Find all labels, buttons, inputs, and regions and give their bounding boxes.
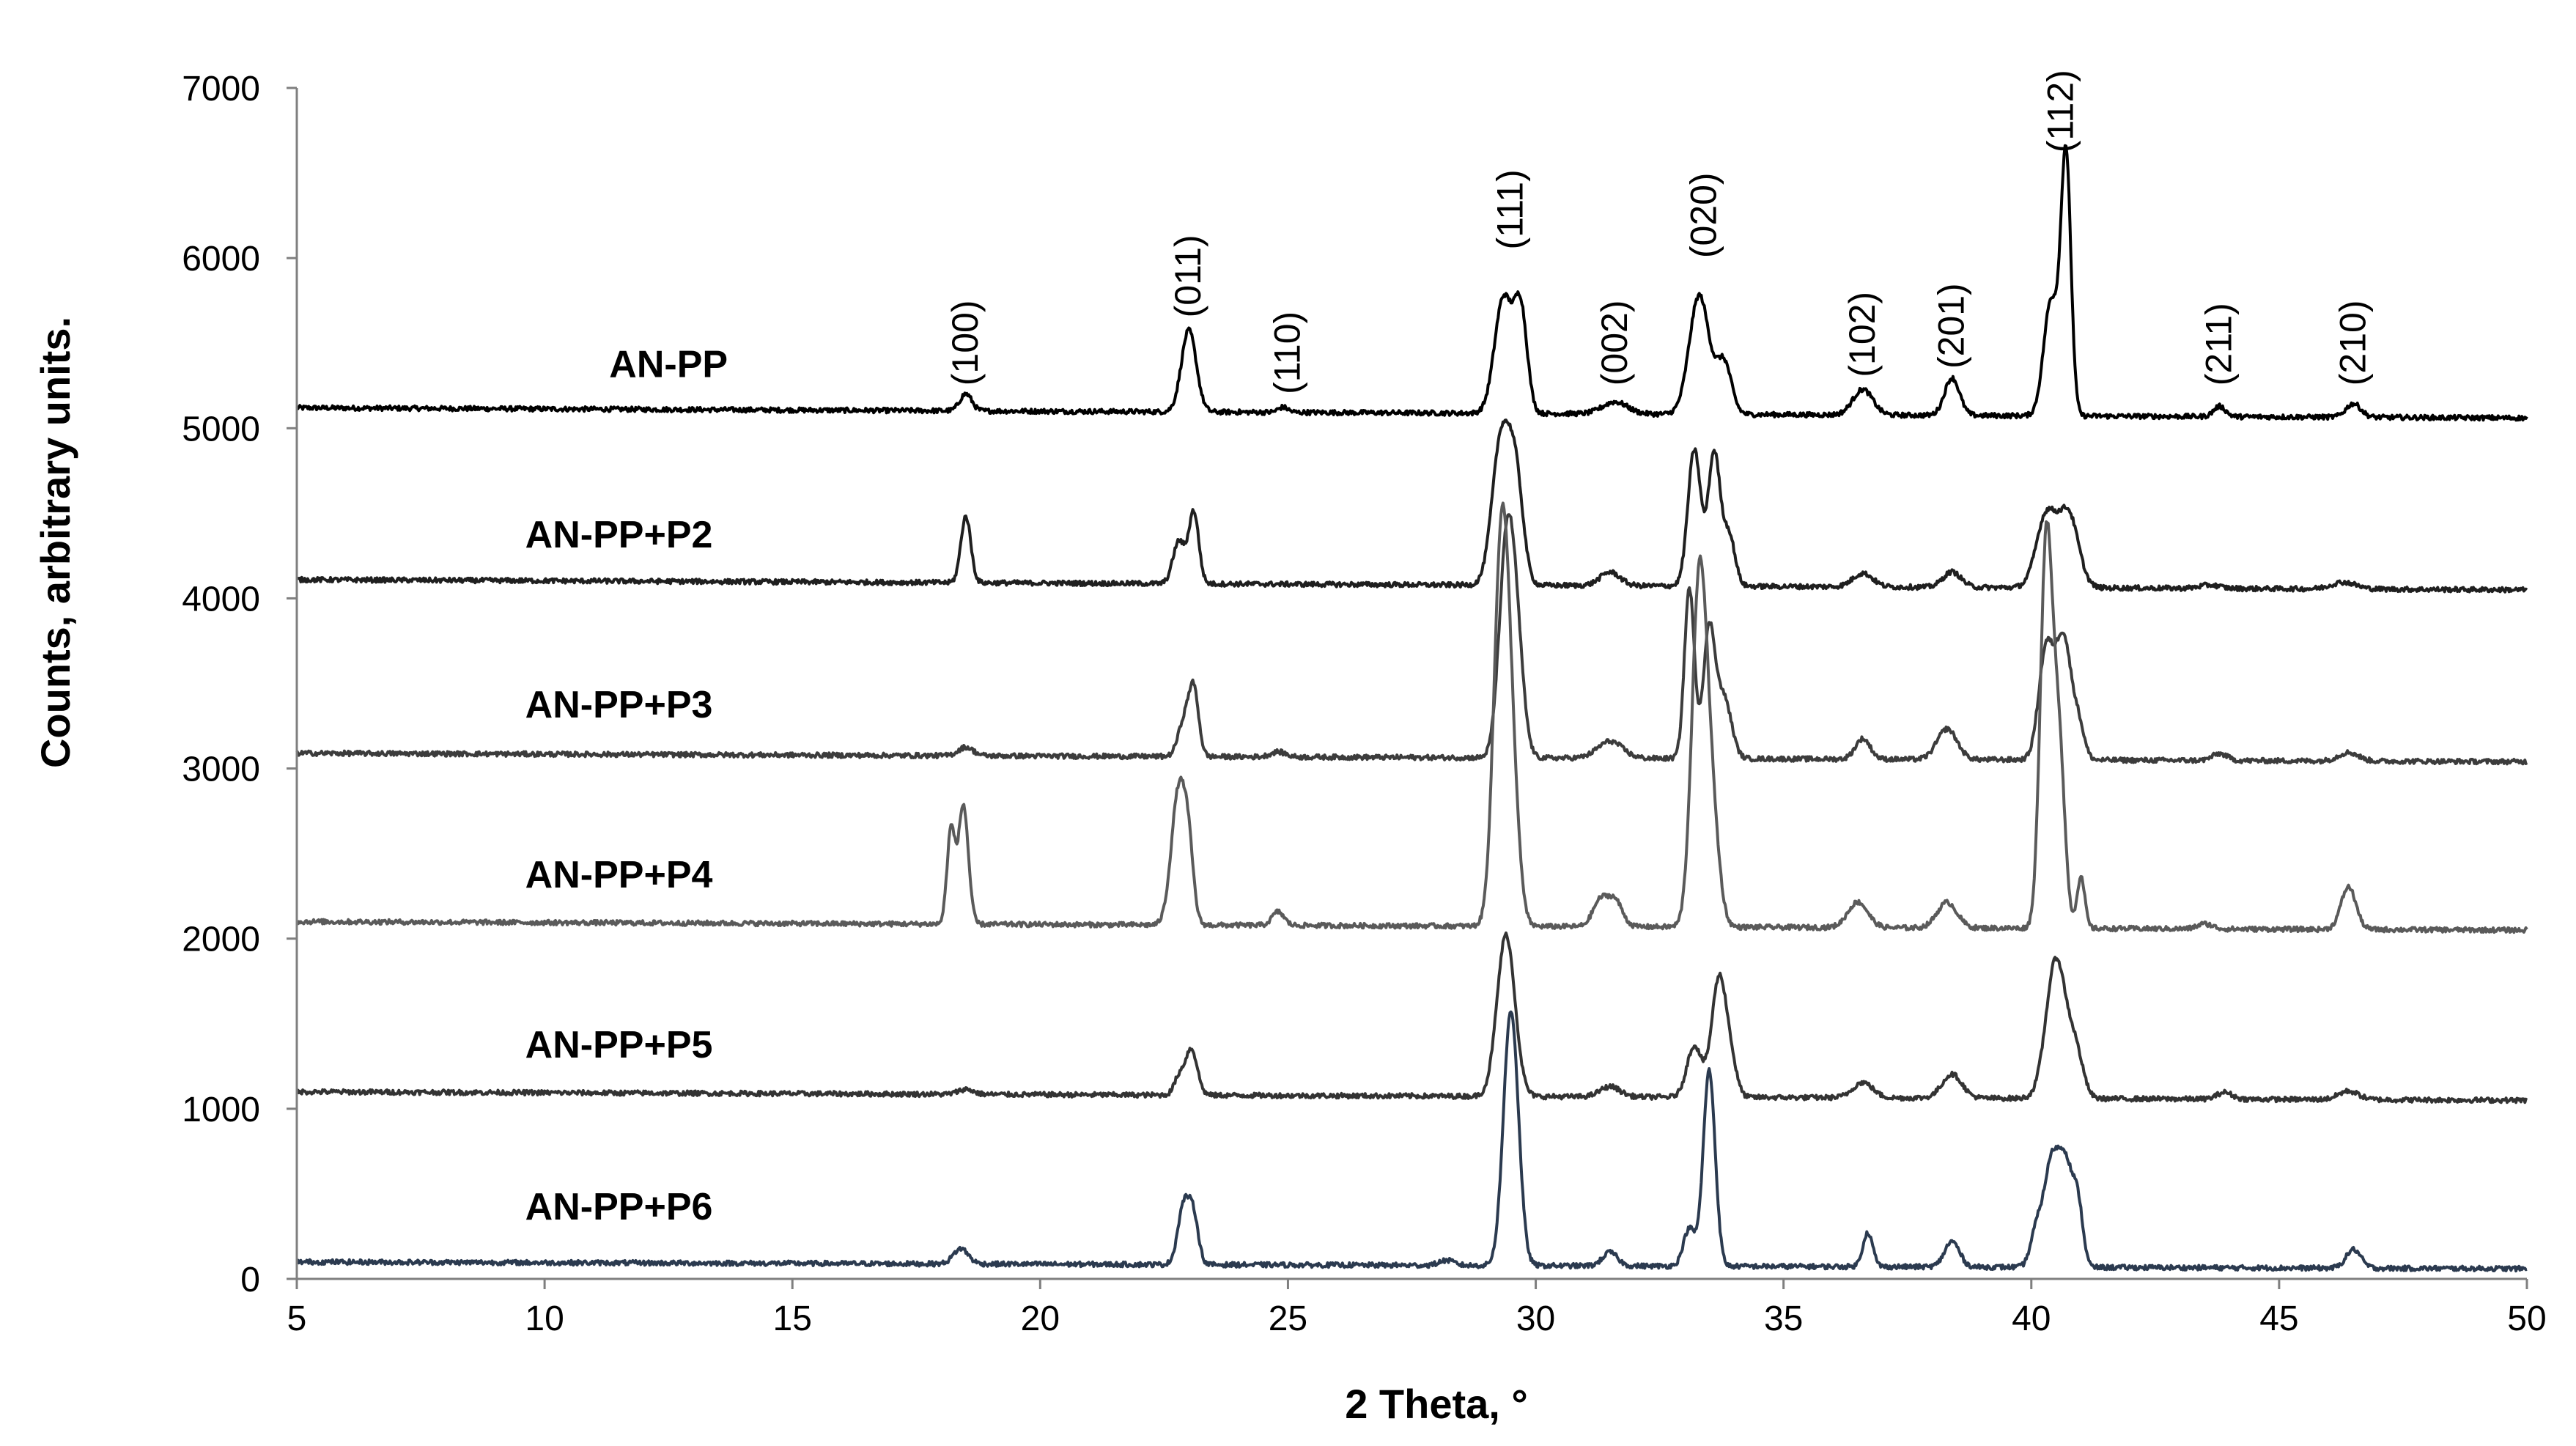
series-label-3: AN-PP+P3	[525, 684, 713, 726]
peak-label: (210)	[2332, 300, 2373, 386]
series-label-1: AN-PP	[609, 344, 728, 386]
y-tick-label: 5000	[182, 410, 260, 449]
series-labels: AN-PP AN-PP+P2 AN-PP+P3 AN-PP+P4 AN-PP+P5 AN-…	[525, 344, 728, 1228]
tick-labels: 5 10 15 20 25 30 35 40 45 50 0 1000 2000 3000 4000 5000…	[182, 70, 2546, 1338]
x-tick-label: 15	[773, 1299, 812, 1338]
y-tick-label: 7000	[182, 70, 260, 108]
y-tick-label: 3000	[182, 750, 260, 789]
peak-label: (100)	[945, 300, 986, 386]
x-tick-label: 25	[1269, 1299, 1307, 1338]
peak-label: (201)	[1931, 283, 1972, 369]
y-tick-label: 4000	[182, 580, 260, 619]
x-tick-label: 35	[1764, 1299, 1803, 1338]
series-curves	[295, 144, 2528, 1273]
peak-label: (020)	[1683, 172, 1724, 258]
series-label-6: AN-PP+P6	[525, 1186, 713, 1228]
peak-labels: (100) (011) (110) (111) (002) (020) (102) (201)…	[945, 70, 2373, 394]
axes	[287, 86, 2528, 1289]
peak-label: (112)	[2040, 70, 2081, 152]
x-tick-label: 40	[2012, 1299, 2051, 1338]
x-tick-label: 20	[1021, 1299, 1060, 1338]
peak-label: (002)	[1594, 300, 1635, 386]
peak-label: (102)	[1842, 292, 1883, 377]
peak-label: (110)	[1266, 311, 1307, 394]
y-tick-label: 2000	[182, 921, 260, 959]
x-axis-title: 2 Theta, °	[1345, 1381, 1528, 1427]
series-line-5	[295, 932, 2528, 1104]
series-line-3	[295, 513, 2528, 766]
peak-label: (111)	[1490, 169, 1531, 249]
series-line-4	[295, 501, 2528, 934]
series-label-5: AN-PP+P5	[525, 1024, 713, 1066]
series-line-1	[295, 144, 2528, 422]
peak-label: (211)	[2199, 303, 2240, 386]
series-line-6	[296, 1010, 2528, 1273]
x-tick-label: 5	[287, 1299, 307, 1338]
y-axis-title: Counts, arbitrary units.	[32, 317, 78, 768]
y-tick-label: 0	[240, 1261, 260, 1299]
x-tick-label: 45	[2259, 1299, 2298, 1338]
y-tick-label: 6000	[182, 240, 260, 278]
x-tick-label: 50	[2507, 1299, 2546, 1338]
x-tick-label: 10	[525, 1299, 564, 1338]
series-label-4: AN-PP+P4	[525, 854, 713, 896]
peak-label: (011)	[1167, 235, 1208, 317]
series-label-2: AN-PP+P2	[525, 514, 713, 556]
x-tick-label: 30	[1516, 1299, 1555, 1338]
y-tick-label: 1000	[182, 1091, 260, 1129]
series-line-2	[296, 418, 2528, 594]
